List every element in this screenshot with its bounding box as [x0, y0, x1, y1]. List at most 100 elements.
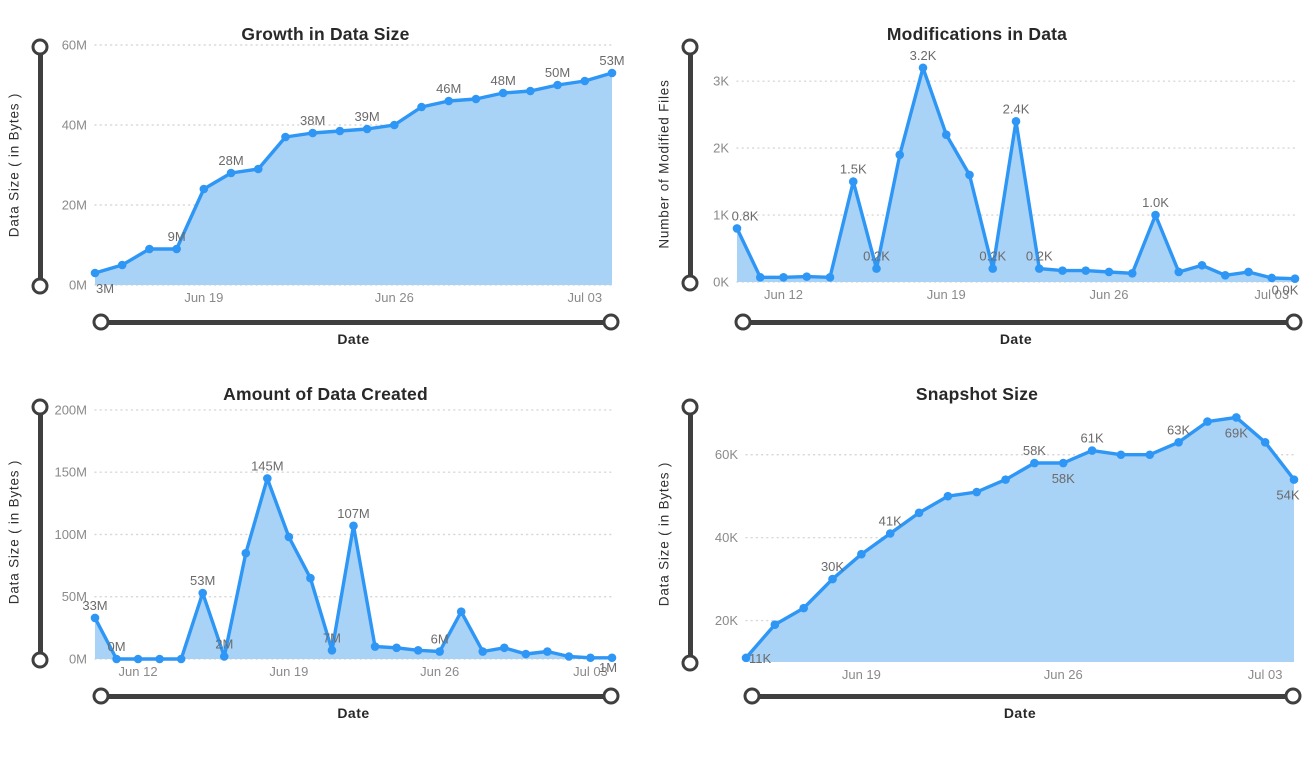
- data-point[interactable]: [914, 508, 924, 518]
- x-slider-track[interactable]: [743, 319, 1294, 325]
- data-point[interactable]: [1116, 450, 1126, 460]
- data-point[interactable]: [848, 177, 858, 186]
- data-point[interactable]: [219, 652, 229, 661]
- data-point[interactable]: [732, 224, 742, 233]
- data-point[interactable]: [253, 164, 263, 174]
- data-point[interactable]: [965, 170, 974, 180]
- data-point[interactable]: [770, 620, 780, 629]
- data-point[interactable]: [117, 260, 127, 270]
- data-point[interactable]: [1174, 267, 1184, 277]
- data-point[interactable]: [1011, 117, 1021, 126]
- data-point[interactable]: [390, 120, 399, 130]
- data-point[interactable]: [885, 529, 895, 538]
- y-slider-handle-bottom[interactable]: [681, 654, 699, 672]
- data-point[interactable]: [607, 653, 617, 663]
- data-point[interactable]: [1174, 438, 1183, 447]
- y-slider-handle-top[interactable]: [31, 38, 49, 56]
- data-point[interactable]: [327, 645, 337, 655]
- y-slider-handle-top[interactable]: [681, 398, 699, 416]
- data-point[interactable]: [281, 132, 290, 142]
- data-point[interactable]: [1267, 273, 1277, 283]
- data-point[interactable]: [586, 653, 595, 663]
- data-point[interactable]: [241, 548, 251, 558]
- data-point[interactable]: [607, 68, 617, 78]
- data-point[interactable]: [755, 273, 765, 282]
- data-point[interactable]: [176, 654, 186, 664]
- x-slider-handle-right[interactable]: [1285, 313, 1303, 331]
- data-point[interactable]: [263, 474, 272, 483]
- data-point[interactable]: [1197, 260, 1207, 270]
- data-point[interactable]: [553, 80, 562, 90]
- x-slider-handle-left[interactable]: [734, 313, 752, 331]
- data-point[interactable]: [335, 126, 345, 136]
- data-point[interactable]: [1127, 268, 1137, 278]
- y-slider-track[interactable]: [37, 47, 43, 286]
- data-point[interactable]: [779, 273, 788, 282]
- data-point[interactable]: [308, 128, 317, 138]
- y-slider-track[interactable]: [687, 47, 693, 283]
- x-slider-handle-left[interactable]: [743, 687, 761, 705]
- y-slider-handle-top[interactable]: [31, 398, 49, 416]
- x-slider-handle-right[interactable]: [1284, 687, 1302, 705]
- data-point[interactable]: [198, 588, 208, 598]
- data-point[interactable]: [543, 647, 552, 656]
- data-point[interactable]: [392, 643, 401, 653]
- data-point[interactable]: [1145, 450, 1155, 460]
- data-point[interactable]: [943, 491, 953, 501]
- data-point[interactable]: [1290, 274, 1300, 283]
- data-point[interactable]: [362, 124, 372, 134]
- data-point[interactable]: [564, 652, 574, 661]
- data-point[interactable]: [199, 184, 209, 194]
- data-point[interactable]: [1232, 413, 1241, 422]
- data-point[interactable]: [857, 549, 866, 559]
- data-point[interactable]: [1220, 271, 1230, 280]
- x-slider-track[interactable]: [752, 693, 1293, 699]
- data-point[interactable]: [526, 86, 535, 96]
- data-point[interactable]: [90, 268, 100, 278]
- x-slider-handle-left[interactable]: [92, 313, 110, 331]
- data-point[interactable]: [1151, 210, 1160, 220]
- data-point[interactable]: [828, 574, 837, 584]
- data-point[interactable]: [413, 645, 423, 655]
- y-slider-handle-bottom[interactable]: [31, 651, 49, 669]
- x-slider-handle-right[interactable]: [602, 313, 620, 331]
- x-slider-handle-right[interactable]: [602, 687, 620, 705]
- y-slider-track[interactable]: [687, 407, 693, 663]
- data-point[interactable]: [1244, 267, 1253, 277]
- data-point[interactable]: [370, 642, 380, 651]
- data-point[interactable]: [1058, 458, 1068, 468]
- data-point[interactable]: [478, 647, 488, 656]
- data-point[interactable]: [133, 654, 143, 664]
- data-point[interactable]: [498, 88, 508, 98]
- data-point[interactable]: [1058, 266, 1067, 275]
- data-point[interactable]: [941, 130, 951, 140]
- data-point[interactable]: [155, 654, 164, 664]
- data-point[interactable]: [1081, 266, 1091, 275]
- data-point[interactable]: [112, 654, 121, 664]
- x-slider-handle-left[interactable]: [92, 687, 110, 705]
- data-point[interactable]: [226, 168, 236, 178]
- data-point[interactable]: [1203, 417, 1212, 426]
- data-point[interactable]: [90, 613, 100, 623]
- data-point[interactable]: [417, 102, 426, 112]
- data-point[interactable]: [799, 603, 808, 613]
- data-point[interactable]: [1260, 438, 1270, 447]
- y-slider-handle-bottom[interactable]: [31, 277, 49, 295]
- data-point[interactable]: [471, 94, 481, 104]
- data-point[interactable]: [306, 573, 315, 583]
- data-point[interactable]: [872, 264, 881, 273]
- data-point[interactable]: [1001, 475, 1010, 484]
- data-point[interactable]: [1030, 458, 1039, 468]
- y-slider-handle-top[interactable]: [681, 38, 699, 56]
- data-point[interactable]: [1289, 475, 1299, 484]
- data-point[interactable]: [521, 649, 531, 659]
- data-point[interactable]: [580, 76, 590, 86]
- data-point[interactable]: [802, 272, 812, 281]
- data-point[interactable]: [972, 487, 982, 497]
- data-point[interactable]: [825, 273, 835, 282]
- data-point[interactable]: [172, 244, 181, 254]
- x-slider-track[interactable]: [101, 693, 611, 699]
- data-point[interactable]: [435, 647, 444, 656]
- data-point[interactable]: [456, 607, 466, 616]
- data-point[interactable]: [444, 96, 454, 106]
